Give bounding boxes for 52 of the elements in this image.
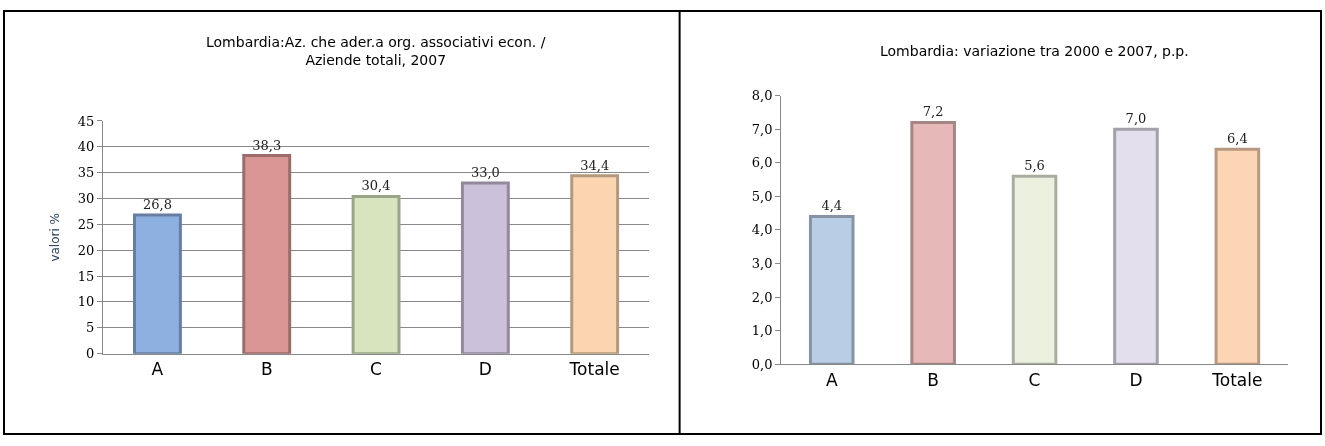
data-label: 33,0 bbox=[470, 165, 500, 181]
y-tick-label: 15 bbox=[77, 268, 95, 284]
data-label: 7,0 bbox=[1125, 111, 1147, 127]
y-tick-label: 25 bbox=[77, 216, 95, 232]
bar bbox=[570, 174, 620, 354]
y-tick-label: 8,0 bbox=[751, 88, 773, 104]
bar bbox=[242, 154, 292, 354]
y-tick-label: 5,0 bbox=[751, 188, 773, 204]
bar bbox=[460, 181, 510, 354]
y-tick-label: 10 bbox=[77, 294, 95, 310]
x-tick-label: Totale bbox=[1211, 369, 1263, 390]
y-tick-label: 2,0 bbox=[751, 289, 773, 305]
x-tick-label: C bbox=[1028, 369, 1041, 390]
data-label: 34,4 bbox=[580, 157, 610, 173]
y-tick-label: 3,0 bbox=[751, 256, 773, 272]
y-tick-label: 35 bbox=[77, 165, 95, 181]
y-tick-label: 30 bbox=[77, 191, 95, 207]
y-tick-label: 0 bbox=[85, 346, 95, 362]
bar bbox=[1113, 127, 1159, 365]
bar bbox=[1011, 174, 1058, 365]
data-label: 7,2 bbox=[922, 104, 944, 120]
y-tick-label: 4,0 bbox=[751, 222, 773, 238]
bar bbox=[808, 214, 855, 365]
y-tick-label: 0,0 bbox=[751, 356, 773, 372]
y-tick-label: 20 bbox=[77, 242, 95, 258]
bar bbox=[351, 194, 401, 354]
x-tick-label: B bbox=[927, 369, 939, 390]
x-tick-label: D bbox=[478, 359, 492, 380]
y-axis-title: valori % bbox=[47, 212, 62, 262]
data-label: 4,4 bbox=[821, 198, 843, 214]
y-tick-label: 40 bbox=[77, 139, 95, 155]
data-label: 5,6 bbox=[1024, 158, 1045, 174]
data-label: 6,4 bbox=[1227, 131, 1248, 147]
y-tick-label: 6,0 bbox=[751, 155, 773, 171]
bar bbox=[132, 213, 182, 354]
y-tick-label: 1,0 bbox=[751, 323, 773, 339]
data-label: 38,3 bbox=[252, 137, 282, 153]
bar bbox=[910, 120, 956, 365]
data-label: 30,4 bbox=[361, 178, 391, 194]
x-tick-label: D bbox=[1129, 369, 1143, 390]
x-tick-label: A bbox=[151, 359, 164, 380]
x-tick-label: B bbox=[260, 359, 273, 380]
x-tick-label: A bbox=[825, 369, 838, 390]
y-tick-label: 45 bbox=[77, 113, 95, 129]
y-tick-label: 5 bbox=[85, 320, 95, 336]
data-label: 26,8 bbox=[142, 197, 172, 213]
bar bbox=[1214, 147, 1261, 365]
chart-title: Lombardia:Az. che ader.a org. associativi econ. / Aziende totali, 2007 bbox=[206, 34, 546, 69]
y-tick-label: 7,0 bbox=[751, 121, 773, 137]
x-tick-label: C bbox=[370, 359, 382, 380]
chart-title: Lombardia: variazione tra 2000 e 2007, p.p. bbox=[880, 43, 1189, 59]
x-tick-label: Totale bbox=[568, 359, 620, 380]
